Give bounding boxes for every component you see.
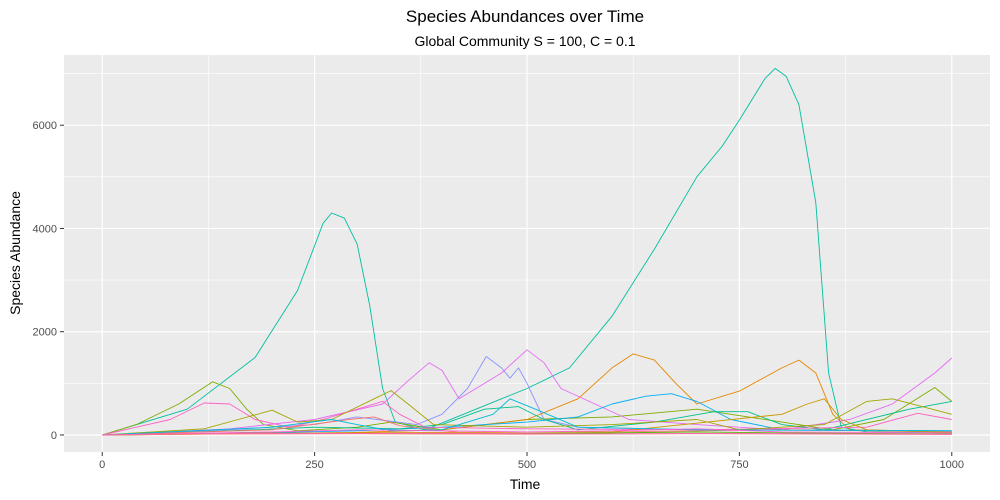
series-line-13	[102, 428, 952, 436]
x-tick-label: 250	[305, 459, 323, 471]
series-line-11	[102, 398, 952, 436]
series-line-10	[102, 390, 952, 436]
chart-subtitle: Global Community S = 100, C = 0.1	[415, 33, 636, 49]
series-line-8	[102, 400, 952, 436]
series-line-12	[102, 398, 952, 436]
x-tick-label: 750	[730, 459, 748, 471]
x-tick-label: 0	[99, 459, 105, 471]
major-gridlines	[64, 55, 990, 452]
series-lines	[102, 67, 953, 436]
y-tick-label: 6000	[33, 120, 57, 132]
x-tick-label: 1000	[940, 459, 964, 471]
y-tick-label: 2000	[33, 327, 57, 339]
x-axis: 0 250 500 750 1000	[99, 452, 964, 471]
chart-title: Species Abundances over Time	[406, 7, 644, 26]
y-axis-title: Species Abundance	[7, 191, 23, 315]
series-line-16	[102, 432, 952, 436]
x-axis-title: Time	[510, 476, 541, 492]
y-tick-label: 4000	[33, 223, 57, 235]
y-tick-label: 0	[51, 430, 57, 442]
y-axis: 0 2000 4000 6000	[33, 120, 64, 442]
series-line-1	[102, 67, 952, 436]
series-line-7	[102, 400, 952, 436]
x-tick-label: 500	[518, 459, 536, 471]
